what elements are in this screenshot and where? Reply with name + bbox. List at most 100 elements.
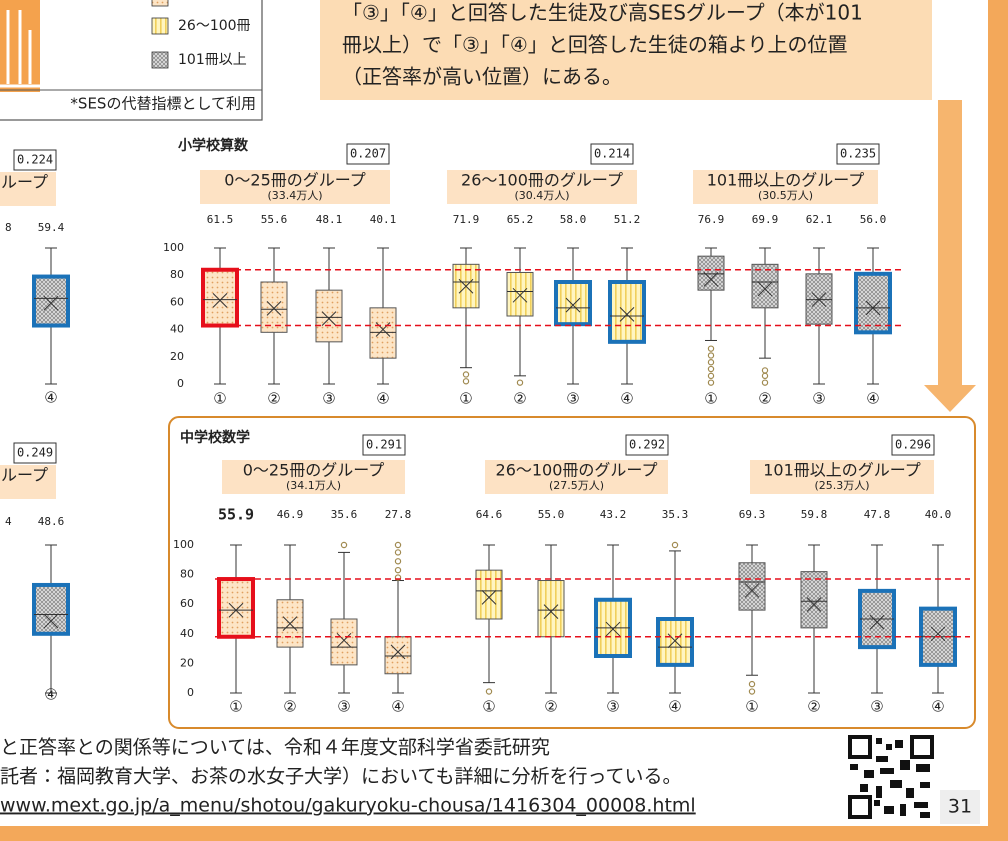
mean-label: 59.4 [38,221,65,234]
book-icon-lines [0,10,40,88]
box [537,580,565,638]
mean-label: 69.3 [739,508,766,521]
highlight-panel [168,416,976,729]
coef: 0.291 [366,438,402,452]
coef: 0.214 [594,147,630,161]
outlier [394,558,402,565]
box-label: ① [482,698,495,716]
mean-label: 58.0 [560,213,587,226]
box [201,267,239,328]
group-count: (33.4万人) [267,189,322,202]
legend-swatch [151,17,169,35]
coef-box [13,442,57,464]
mean-marker [744,583,760,598]
coef-box [362,434,406,456]
coef-box [346,143,390,165]
group-title: ループ [1,173,48,192]
coef: 0.224 [17,153,53,167]
outlier [340,541,348,549]
box-label: ④ [668,698,681,716]
y-tick-label: 80 [170,268,184,281]
mean-label: 64.6 [476,508,503,521]
mean-marker [806,597,822,612]
outlier [394,541,402,549]
mean-marker [282,616,298,631]
box-label: ① [229,698,242,716]
mean-marker [703,272,719,287]
qr-code [848,735,934,819]
box [656,617,694,667]
box-label: ④ [866,390,879,408]
footer-line: と正答率との関係等については、令和４年度文部科学省委託研究 [0,737,550,759]
footer-url[interactable]: www.mext.go.jp/a_menu/shotou/gakuryoku-c… [0,795,696,817]
outlier [748,680,756,688]
box [260,281,288,333]
coef: 0.296 [895,438,931,452]
mean-label: 65.2 [507,213,534,226]
box-label: ② [758,390,771,408]
group-title: ループ [1,466,48,485]
box [32,274,70,328]
y-tick-label: 20 [180,656,194,669]
mean-marker [865,300,881,316]
page-number-box [940,790,980,824]
coef-box [13,149,57,171]
mean-label: 55.9 [218,506,254,524]
group-title-box [447,170,637,204]
group-title: 101冊以上のグループ [707,171,865,190]
mean-marker [390,644,406,660]
box [608,280,646,344]
chart-title: 小学校算数 [178,137,249,154]
arrow [924,100,976,412]
group-count: (30.4万人) [514,189,569,202]
callout-line: 冊以上）で「③」「④」と回答した生徒の箱より上の位置 [342,33,847,57]
mean-marker [43,295,59,311]
outlier [707,379,715,386]
mean-label: 61.5 [207,213,234,226]
group-title: 0〜25冊のグループ [224,171,366,190]
box-label: ③ [606,698,619,716]
box-label: ③ [812,390,825,408]
callout-line: 「③」「④」と回答した生徒及び高SESグループ（本が101 [342,1,863,25]
y-tick-label: 0 [177,377,184,390]
mean-label: 35.3 [662,508,689,521]
legend-note: *SESの代替指標として利用 [70,95,256,113]
box [315,289,343,343]
callout-line: （正答率が高い位置）にある。 [342,65,622,89]
mean-marker [512,287,528,303]
mean-label: 40.0 [925,508,952,521]
group-title-box [222,460,405,494]
box-label: ④ [391,698,404,716]
y-tick-label: 100 [163,241,184,254]
box [32,582,70,636]
mean-marker [228,602,244,618]
box-label: ④ [376,390,389,408]
box-label: ② [807,698,820,716]
group-title-box [200,170,390,204]
box-label: ③ [870,698,883,716]
box-label: ① [745,698,758,716]
box [276,599,304,648]
box-label: ③ [566,390,579,408]
callout-box [320,0,932,100]
group-count: (34.1万人) [286,479,341,492]
outlier [671,541,679,549]
footer-line: 託者：福岡教育大学、お茶の水女子大学）においても詳細に分析を行っている。 [0,766,682,788]
group-count: (27.5万人) [549,479,604,492]
mean-label: 69.9 [752,213,779,226]
y-tick-label: 40 [170,323,184,336]
coef: 0.207 [350,147,386,161]
box [751,263,779,309]
outlier [485,688,493,695]
mean-label: 27.8 [385,508,412,521]
box-label: ④ [44,686,57,704]
y-tick-label: 40 [180,627,194,640]
mean-label: 51.2 [614,213,641,226]
mean-marker [43,613,59,629]
mean-marker [869,614,885,630]
mean-label: 43.2 [600,508,627,521]
mean-label: 55.6 [261,213,288,226]
mean-label: 62.1 [806,213,833,226]
